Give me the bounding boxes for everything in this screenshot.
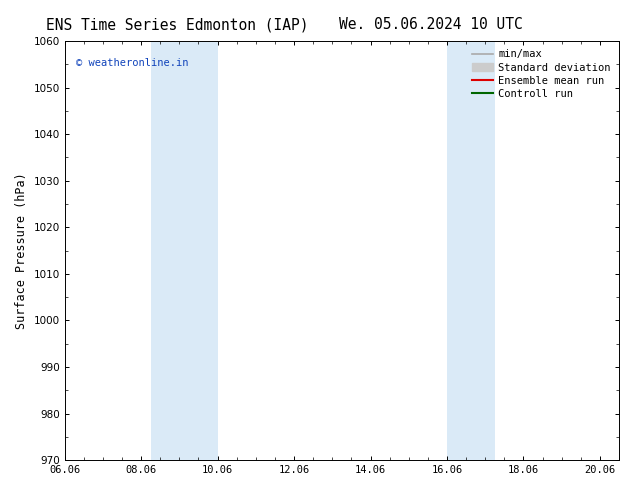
Y-axis label: Surface Pressure (hPa): Surface Pressure (hPa) <box>15 172 28 329</box>
Text: ENS Time Series Edmonton (IAP): ENS Time Series Edmonton (IAP) <box>46 17 309 32</box>
Bar <box>447 41 495 460</box>
Bar <box>151 41 217 460</box>
Text: © weatheronline.in: © weatheronline.in <box>75 58 188 68</box>
Text: We. 05.06.2024 10 UTC: We. 05.06.2024 10 UTC <box>339 17 523 32</box>
Legend: min/max, Standard deviation, Ensemble mean run, Controll run: min/max, Standard deviation, Ensemble me… <box>469 46 614 102</box>
